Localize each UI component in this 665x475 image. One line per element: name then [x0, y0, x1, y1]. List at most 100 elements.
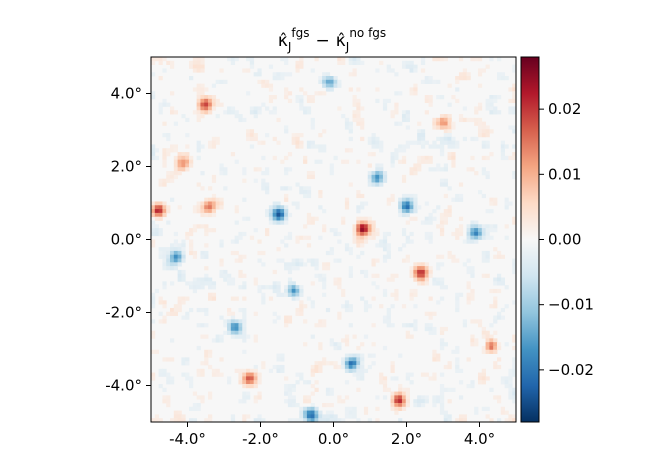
- heatmap-cell: [306, 186, 312, 191]
- heatmap-cell: [314, 159, 319, 164]
- heatmap-cell: [394, 399, 399, 404]
- heatmap-cell: [341, 216, 346, 221]
- heatmap-cell: [284, 323, 289, 328]
- heatmap-cell: [462, 323, 467, 328]
- heatmap-cell: [166, 178, 171, 183]
- heatmap-cell: [151, 209, 156, 214]
- heatmap-cell: [284, 57, 289, 62]
- heatmap-cell: [493, 361, 498, 366]
- heatmap-cell: [287, 285, 293, 290]
- heatmap-cell: [211, 144, 217, 149]
- heatmap-cell: [390, 155, 395, 161]
- heatmap-cell: [249, 383, 255, 389]
- heatmap-cell: [303, 110, 308, 115]
- heatmap-cell: [413, 277, 418, 282]
- heatmap-cell: [162, 133, 167, 138]
- heatmap-cell: [253, 110, 258, 115]
- heatmap-cell: [154, 201, 159, 206]
- heatmap-cell: [154, 209, 159, 214]
- heatmap-cell: [496, 311, 502, 316]
- heatmap-cell: [185, 133, 190, 138]
- heatmap-cell: [401, 144, 407, 149]
- heatmap-cell: [306, 258, 312, 263]
- heatmap-cell: [291, 266, 296, 271]
- heatmap-cell: [481, 330, 486, 335]
- heatmap-cell: [272, 72, 277, 77]
- heatmap-cell: [314, 144, 319, 149]
- heatmap-cell: [257, 79, 262, 85]
- heatmap-cell: [211, 136, 217, 142]
- heatmap-cell: [253, 364, 258, 370]
- heatmap-cell: [371, 258, 376, 263]
- heatmap-cell: [272, 201, 277, 206]
- heatmap-cell: [466, 383, 471, 389]
- heatmap-cell: [208, 349, 213, 354]
- heatmap-cell: [306, 243, 312, 248]
- heatmap-cell: [394, 406, 399, 411]
- heatmap-cell: [398, 418, 403, 422]
- heatmap-cell: [287, 315, 293, 320]
- heatmap-cell: [162, 205, 167, 210]
- heatmap-cell: [375, 406, 380, 411]
- heatmap-cell: [162, 247, 167, 252]
- heatmap-cell: [238, 269, 243, 275]
- heatmap-cell: [394, 72, 399, 77]
- heatmap-cell: [477, 129, 483, 134]
- heatmap-cell: [356, 193, 361, 199]
- heatmap-cell: [451, 387, 456, 392]
- heatmap-cell: [432, 277, 437, 282]
- heatmap-cell: [504, 76, 509, 81]
- heatmap-cell: [284, 60, 289, 65]
- heatmap-cell: [477, 228, 483, 233]
- heatmap-cell: [344, 205, 350, 210]
- heatmap-cell: [443, 182, 448, 187]
- heatmap-cell: [489, 323, 494, 328]
- heatmap-cell: [227, 319, 232, 324]
- heatmap-cell: [280, 76, 285, 81]
- heatmap-cell: [360, 235, 365, 240]
- heatmap-cell: [356, 353, 361, 358]
- heatmap-cell: [189, 418, 194, 422]
- heatmap-cell: [432, 57, 437, 62]
- heatmap-cell: [276, 364, 281, 370]
- heatmap-cell: [173, 148, 179, 153]
- heatmap-cell: [272, 76, 277, 81]
- heatmap-cell: [485, 125, 490, 130]
- heatmap-cell: [356, 216, 361, 221]
- heatmap-cell: [344, 121, 350, 126]
- heatmap-cell: [173, 254, 179, 259]
- heatmap-cell: [360, 201, 365, 206]
- heatmap-cell: [265, 209, 270, 214]
- heatmap-cell: [204, 212, 209, 218]
- heatmap-cell: [386, 307, 391, 313]
- heatmap-cell: [443, 129, 448, 134]
- heatmap-cell: [211, 95, 217, 100]
- heatmap-cell: [158, 231, 163, 237]
- heatmap-cell: [481, 171, 486, 176]
- heatmap-cell: [166, 247, 171, 252]
- heatmap-cell: [489, 288, 494, 294]
- heatmap-cell: [276, 281, 281, 286]
- heatmap-cell: [189, 159, 194, 164]
- heatmap-cell: [439, 399, 445, 404]
- heatmap-cell: [200, 144, 205, 149]
- heatmap-cell: [291, 296, 296, 301]
- heatmap-cell: [295, 144, 300, 149]
- heatmap-cell: [344, 334, 350, 339]
- heatmap-cell: [382, 258, 388, 263]
- heatmap-cell: [405, 334, 410, 339]
- heatmap-cell: [151, 231, 156, 237]
- heatmap-cell: [242, 178, 247, 183]
- heatmap-cell: [284, 125, 289, 130]
- heatmap-cell: [303, 262, 308, 267]
- heatmap-cell: [432, 121, 437, 126]
- heatmap-cell: [280, 205, 285, 210]
- heatmap-cell: [287, 281, 293, 286]
- heatmap-cell: [196, 68, 201, 73]
- heatmap-cell: [390, 197, 395, 202]
- colorbar-gradient: [521, 57, 539, 422]
- heatmap-cell: [151, 155, 156, 161]
- heatmap-cell: [208, 364, 213, 370]
- heatmap-cell: [333, 414, 338, 419]
- heatmap-cell: [352, 406, 357, 411]
